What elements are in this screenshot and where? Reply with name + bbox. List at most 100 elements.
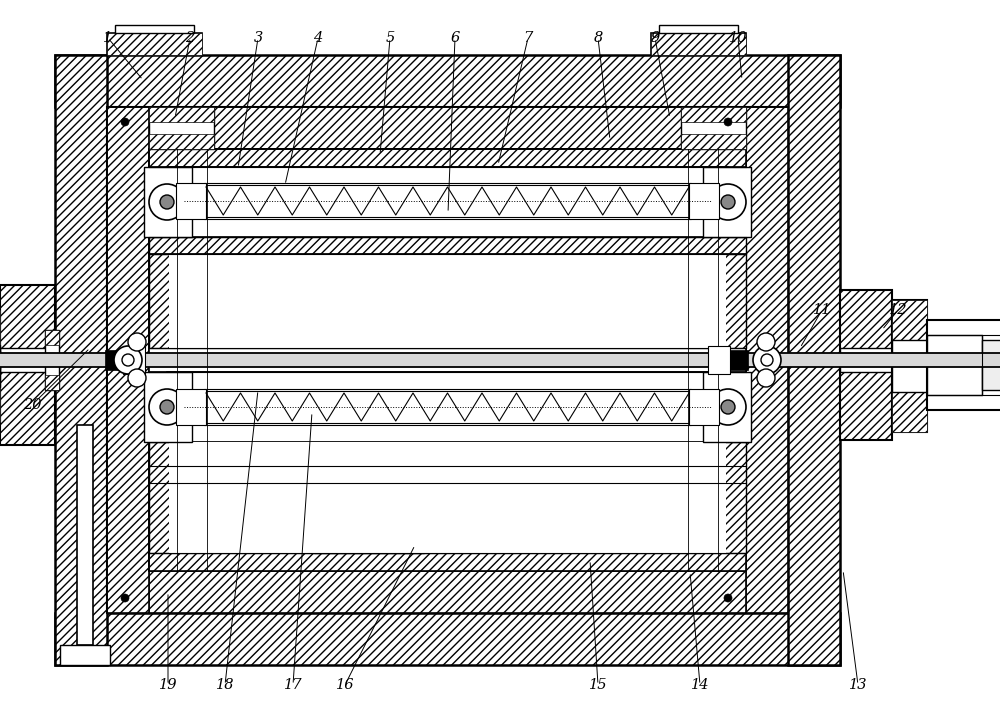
Bar xyxy=(927,335,982,395)
Circle shape xyxy=(724,594,732,602)
Text: 18: 18 xyxy=(216,678,234,692)
Bar xyxy=(689,389,719,425)
Bar xyxy=(123,346,145,374)
Bar xyxy=(204,389,691,425)
Bar xyxy=(149,149,746,167)
Text: 3: 3 xyxy=(253,31,263,45)
Bar xyxy=(716,167,746,237)
Bar xyxy=(840,290,892,440)
Bar xyxy=(788,55,840,665)
Bar xyxy=(55,613,840,665)
Bar xyxy=(176,183,206,219)
Bar xyxy=(730,350,748,370)
Circle shape xyxy=(710,389,746,425)
Text: 17: 17 xyxy=(284,678,302,692)
Bar xyxy=(149,254,746,348)
Bar xyxy=(703,372,751,387)
Bar xyxy=(167,167,728,237)
Circle shape xyxy=(114,346,142,374)
Bar xyxy=(716,167,746,237)
Bar xyxy=(681,107,746,122)
Bar xyxy=(149,167,179,237)
Bar xyxy=(703,167,751,237)
Bar xyxy=(149,442,746,553)
Bar xyxy=(55,613,840,665)
Bar xyxy=(107,571,788,613)
Circle shape xyxy=(122,354,134,366)
Bar xyxy=(716,372,746,442)
Text: 16: 16 xyxy=(336,678,354,692)
Circle shape xyxy=(121,118,129,126)
Bar xyxy=(149,167,179,237)
Bar xyxy=(149,237,746,254)
Bar xyxy=(0,285,55,445)
Circle shape xyxy=(128,369,146,387)
Circle shape xyxy=(757,333,775,351)
Circle shape xyxy=(160,400,174,414)
Text: 2: 2 xyxy=(185,31,195,45)
Bar xyxy=(0,348,55,372)
Bar xyxy=(716,372,746,442)
Bar xyxy=(169,254,726,348)
Bar xyxy=(149,254,746,348)
Bar xyxy=(651,33,746,55)
Circle shape xyxy=(149,184,185,220)
Text: 14: 14 xyxy=(691,678,709,692)
Circle shape xyxy=(721,400,735,414)
Text: 19: 19 xyxy=(159,678,177,692)
Bar xyxy=(229,491,666,536)
Bar xyxy=(107,107,149,613)
Bar xyxy=(149,372,179,442)
Text: 4: 4 xyxy=(313,31,323,45)
Bar xyxy=(788,55,840,665)
Bar xyxy=(651,33,746,55)
Text: 8: 8 xyxy=(593,31,603,45)
Bar xyxy=(708,346,730,374)
Bar xyxy=(149,237,746,254)
Text: 20: 20 xyxy=(23,398,41,412)
Bar xyxy=(892,300,927,340)
Circle shape xyxy=(160,195,174,209)
Bar xyxy=(77,425,93,645)
Bar xyxy=(149,442,746,553)
Bar xyxy=(703,222,751,237)
Bar xyxy=(107,107,149,613)
Bar xyxy=(149,372,179,442)
Bar xyxy=(55,55,107,665)
Bar xyxy=(689,183,719,219)
Bar xyxy=(60,645,110,665)
Bar xyxy=(45,330,59,345)
Text: 1: 1 xyxy=(103,31,113,45)
Circle shape xyxy=(724,118,732,126)
Text: 6: 6 xyxy=(450,31,460,45)
Bar xyxy=(176,389,206,425)
Bar xyxy=(55,55,107,665)
Bar xyxy=(204,183,691,219)
Bar xyxy=(681,134,746,149)
Bar xyxy=(681,107,746,149)
Bar xyxy=(892,392,927,432)
Bar xyxy=(45,330,59,390)
Text: 13: 13 xyxy=(849,678,867,692)
Bar xyxy=(149,553,746,571)
Circle shape xyxy=(761,354,773,366)
Bar xyxy=(982,340,1000,390)
Bar xyxy=(149,107,214,149)
Bar xyxy=(144,372,192,387)
Bar xyxy=(746,107,788,613)
Text: 10: 10 xyxy=(729,31,747,45)
Bar xyxy=(703,372,751,442)
Circle shape xyxy=(757,369,775,387)
Bar xyxy=(892,300,927,432)
Bar xyxy=(144,167,192,182)
Bar xyxy=(107,571,788,613)
Bar xyxy=(703,167,751,182)
Circle shape xyxy=(753,346,781,374)
Text: 12: 12 xyxy=(889,303,907,317)
Bar xyxy=(144,427,192,442)
Bar xyxy=(703,427,751,442)
Bar xyxy=(45,375,59,390)
Bar xyxy=(144,167,192,237)
Bar xyxy=(107,33,202,55)
Bar xyxy=(927,320,1000,410)
